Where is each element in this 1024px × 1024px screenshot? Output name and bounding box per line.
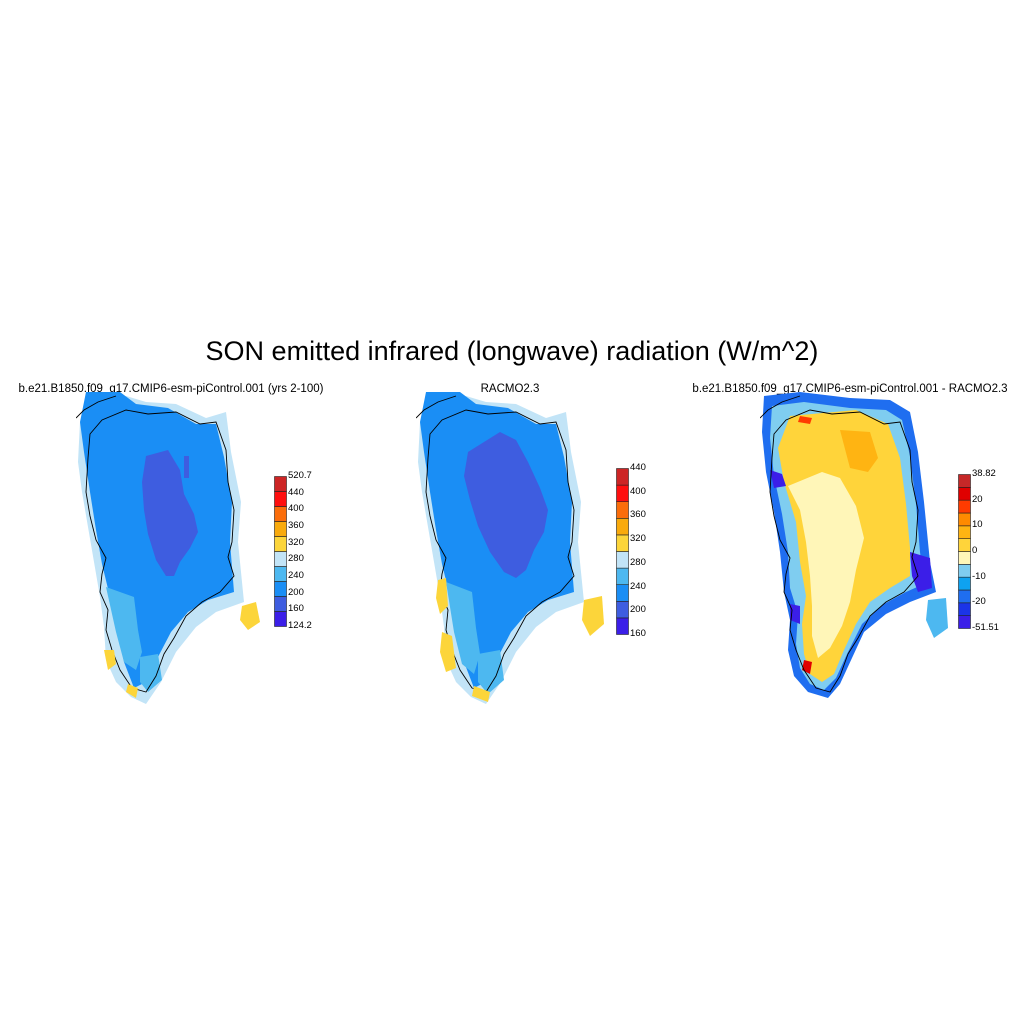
colorbar-tick-label: 20 bbox=[972, 493, 983, 505]
colorbar-box bbox=[274, 611, 287, 627]
colorbar-box bbox=[616, 584, 629, 602]
colorbar-difference: -51.51 -20 -10 0 10 20 38.82 bbox=[958, 468, 999, 633]
colorbar-tick-label: 38.82 bbox=[972, 468, 996, 479]
colorbar-model: 124.2 160 200 240 280 320 360 400 440 520.7 bbox=[274, 470, 312, 631]
diff-interior-yellow bbox=[788, 472, 864, 658]
colorbar-tick-label: 160 bbox=[288, 603, 304, 615]
colorbar-tick-label: 124.2 bbox=[288, 620, 312, 631]
colorbar-box bbox=[274, 491, 287, 507]
diff-red-spot-north bbox=[798, 416, 812, 424]
west-slope-light bbox=[106, 587, 142, 670]
colorbar-tick-label: 320 bbox=[288, 536, 304, 548]
colorbar-box bbox=[958, 615, 971, 629]
colorbar-tick-label: 360 bbox=[288, 520, 304, 531]
island-coast bbox=[416, 395, 457, 419]
island-coast bbox=[76, 395, 117, 419]
colorbar-racmo: 160 200 240 280 320 360 400 440 bbox=[616, 462, 646, 639]
panel-title-difference: b.e21.B1850.f09_g17.CMIP6-esm-piControl.… bbox=[692, 383, 1008, 395]
colorbar-box bbox=[274, 596, 287, 612]
colorbar-box bbox=[958, 525, 971, 539]
colorbar-tick-label: 400 bbox=[630, 485, 646, 497]
colorbar-tick-label: 400 bbox=[288, 503, 304, 515]
colorbar-box bbox=[274, 566, 287, 582]
colorbar-box bbox=[958, 487, 971, 501]
map-panel-difference bbox=[760, 392, 948, 698]
coastline bbox=[85, 409, 235, 693]
colorbar-box bbox=[958, 589, 971, 604]
figure-title: SON emitted infrared (longwave) radiatio… bbox=[205, 336, 819, 366]
colorbar-box bbox=[616, 567, 629, 585]
colorbar-box bbox=[274, 521, 287, 537]
colorbar-tick-label: -10 bbox=[972, 570, 986, 582]
colorbar-tick-label: 440 bbox=[630, 462, 646, 473]
colorbar-tick-label: 200 bbox=[630, 604, 646, 616]
south-slope-light bbox=[478, 650, 504, 694]
diff-dark-blue-west2 bbox=[790, 604, 800, 624]
coastal-warm-sw bbox=[126, 684, 138, 698]
colorbar-tick-label: 10 bbox=[972, 519, 983, 531]
coastal-warm-svalbard bbox=[240, 602, 260, 630]
interior-low bbox=[464, 432, 548, 578]
colorbar-box bbox=[958, 499, 971, 514]
dome-spike bbox=[184, 456, 189, 478]
coastal-warm-west bbox=[436, 578, 448, 614]
colorbar-tick-label: 280 bbox=[288, 553, 304, 565]
panel-title-racmo: RACMO2.3 bbox=[480, 383, 540, 395]
colorbar-box bbox=[958, 576, 971, 591]
colorbar-tick-label: -51.51 bbox=[972, 622, 999, 633]
colorbar-box bbox=[274, 581, 287, 597]
diff-dark-blue-east bbox=[910, 552, 932, 592]
colorbar-boxes bbox=[616, 468, 629, 635]
colorbar-tick-label: 160 bbox=[630, 628, 646, 639]
colorbar-tick-label: 240 bbox=[288, 570, 304, 581]
diff-dark-orange bbox=[840, 430, 878, 472]
island-coast bbox=[760, 395, 801, 419]
svalbard-patch bbox=[926, 598, 948, 638]
colorbar-tick-label: -20 bbox=[972, 596, 986, 608]
colorbar-tick-label: 280 bbox=[630, 556, 646, 568]
map-panel-model bbox=[76, 392, 260, 704]
colorbar-tick-label: 0 bbox=[972, 545, 978, 556]
colorbar-tick-label: 520.7 bbox=[288, 470, 312, 481]
coastal-warm-south bbox=[104, 650, 116, 670]
coastal-warm-svalbard bbox=[582, 596, 604, 636]
colorbar-tick-label: 360 bbox=[630, 509, 646, 521]
interior-low bbox=[142, 450, 198, 576]
colorbar-box bbox=[616, 617, 629, 635]
colorbar-box bbox=[274, 506, 287, 522]
colorbar-tick-label: 440 bbox=[288, 486, 304, 498]
colorbar-box bbox=[616, 551, 629, 569]
colorbar-box bbox=[274, 536, 287, 552]
colorbar-tick-label: 320 bbox=[630, 533, 646, 545]
colorbar-boxes bbox=[274, 476, 287, 627]
coastal-warm-south bbox=[440, 632, 456, 672]
colorbar-box bbox=[958, 602, 971, 616]
colorbar-boxes bbox=[958, 474, 971, 629]
west-slope-light bbox=[446, 582, 480, 674]
colorbar-box bbox=[274, 551, 287, 567]
colorbar-tick-label: 200 bbox=[288, 586, 304, 598]
colorbar-box bbox=[958, 538, 971, 552]
map-panel-racmo bbox=[416, 392, 604, 704]
coastal-warm-ne bbox=[472, 686, 490, 702]
colorbar-box bbox=[958, 551, 971, 565]
colorbar-box bbox=[958, 564, 971, 578]
coastline bbox=[769, 409, 919, 693]
colorbar-box bbox=[616, 468, 629, 486]
colorbar-box bbox=[616, 501, 629, 519]
colorbar-box bbox=[616, 534, 629, 552]
colorbar-tick-label: 240 bbox=[630, 580, 646, 592]
colorbar-box bbox=[616, 484, 629, 503]
colorbar-box bbox=[958, 474, 971, 488]
colorbar-box bbox=[616, 601, 629, 619]
diff-dark-blue-west bbox=[770, 470, 786, 488]
colorbar-box bbox=[958, 512, 971, 527]
colorbar-box bbox=[274, 476, 287, 492]
colorbar-box bbox=[616, 517, 629, 536]
south-slope-light bbox=[140, 654, 162, 692]
